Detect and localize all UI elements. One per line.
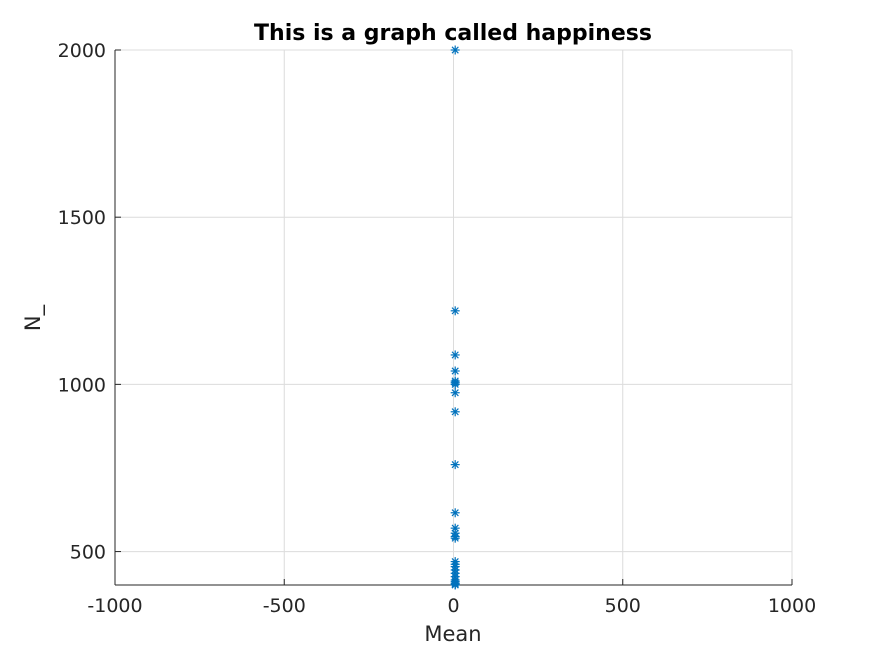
y-tick-label: 500 bbox=[70, 542, 106, 564]
grid bbox=[114, 49, 793, 585]
data-point bbox=[450, 460, 460, 470]
x-tick-label: 0 bbox=[447, 595, 459, 617]
data-point bbox=[450, 533, 460, 543]
data-point bbox=[450, 350, 460, 360]
x-tick-label: 500 bbox=[605, 595, 641, 617]
y-tick-label: 2000 bbox=[58, 40, 106, 62]
y-axis-label: N_ bbox=[21, 304, 46, 331]
data-point bbox=[450, 379, 460, 389]
x-axis-label: Mean bbox=[424, 622, 481, 646]
data-point bbox=[450, 580, 460, 590]
data-point bbox=[450, 366, 460, 376]
ticks: -1000 -500 0 500 1000 500 1000 1500 2000 bbox=[58, 40, 817, 617]
x-tick-label: -1000 bbox=[87, 595, 142, 617]
data-point bbox=[450, 306, 460, 316]
y-tick-label: 1500 bbox=[58, 207, 106, 229]
x-tick-label: 1000 bbox=[768, 595, 816, 617]
data-point bbox=[450, 45, 460, 55]
chart-title: This is a graph called happiness bbox=[254, 21, 652, 46]
data-point bbox=[450, 508, 460, 518]
data-point bbox=[450, 388, 460, 398]
data-points bbox=[450, 45, 460, 590]
y-tick-label: 1000 bbox=[58, 374, 106, 396]
data-point bbox=[450, 407, 460, 417]
x-tick-label: -500 bbox=[263, 595, 306, 617]
